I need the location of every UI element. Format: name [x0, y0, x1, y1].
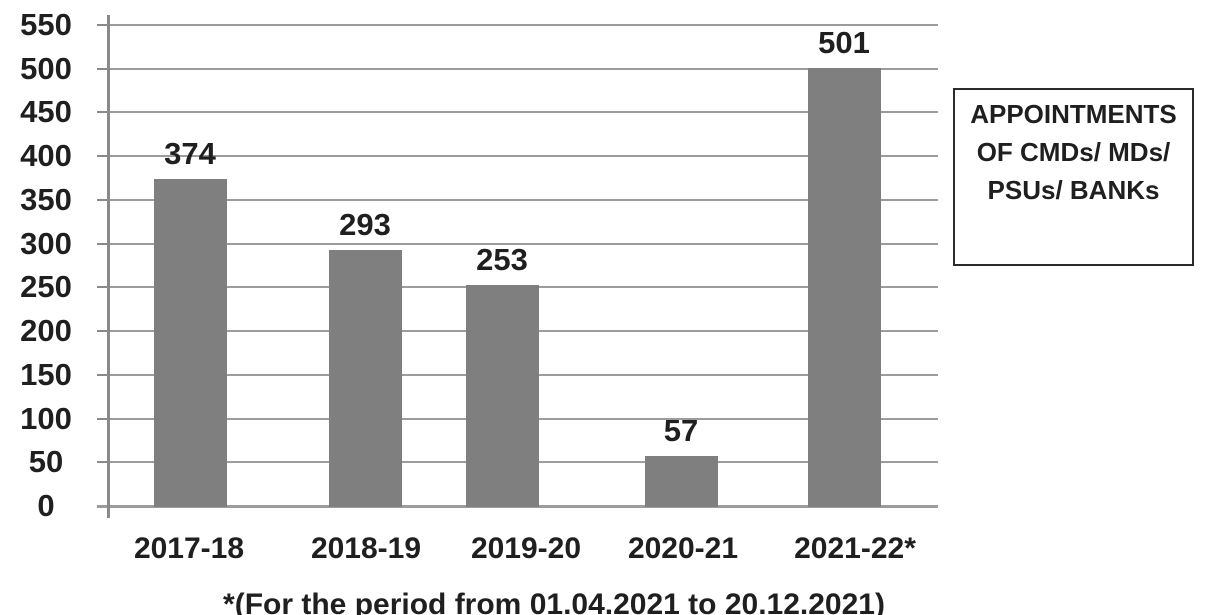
y-axis-label: 0 [37, 488, 55, 523]
y-axis-label: 400 [20, 138, 72, 174]
bar-2020-21 [644, 456, 718, 507]
y-axis-label: 300 [20, 225, 72, 261]
y-axis-tick [97, 286, 110, 289]
y-axis-tick [97, 373, 110, 376]
y-axis-label: 250 [20, 269, 72, 305]
y-axis-tick [97, 461, 110, 464]
y-axis-tick [97, 242, 110, 245]
bar-2018-19 [328, 249, 402, 507]
y-axis-tick [97, 198, 110, 201]
x-axis-label: 2021-22* [794, 532, 916, 565]
y-axis-label: 100 [20, 400, 72, 436]
y-axis-label: 450 [20, 94, 72, 130]
y-axis-tick [97, 155, 110, 158]
y-axis-label: 50 [28, 444, 64, 480]
y-axis-line [107, 15, 110, 507]
bar-value-label: 374 [164, 135, 216, 171]
y-axis-label: 350 [20, 181, 72, 217]
bar-2019-20 [465, 284, 539, 507]
bar-2021-22* [807, 67, 881, 507]
bar-2017-18 [153, 178, 227, 507]
bar-value-label: 253 [476, 241, 528, 277]
y-axis-tick [97, 417, 110, 420]
gridline [109, 198, 938, 201]
y-axis-tick [97, 111, 110, 114]
legend-line: PSUs/ BANKs [987, 175, 1160, 205]
y-axis-label: 550 [20, 7, 72, 42]
bar-value-label: 57 [663, 413, 699, 449]
x-axis-label: 2020-21 [627, 532, 739, 565]
gridline [109, 24, 938, 26]
legend-line: OF CMDs/ MDs/ [976, 137, 1171, 167]
y-axis-tick [97, 67, 110, 70]
gridline [109, 111, 938, 114]
bar-value-label: 293 [339, 206, 391, 242]
bar-value-label: 501 [818, 24, 870, 60]
y-axis-label: 150 [20, 356, 72, 392]
x-axis-label: 2018-19 [310, 532, 422, 565]
x-axis-label: 2019-20 [470, 532, 582, 565]
y-axis-tick [97, 330, 110, 333]
x-axis-label: 2017-18 [133, 532, 245, 565]
legend-box: APPOINTMENTS OF CMDs/ MDs/ PSUs/ BANKs [953, 88, 1194, 266]
y-axis-tick [97, 24, 110, 26]
y-axis-label: 200 [20, 313, 72, 349]
x-axis-tick [107, 507, 110, 518]
y-axis-label: 500 [20, 50, 72, 86]
gridline [109, 67, 938, 70]
legend-line: APPOINTMENTS [970, 99, 1177, 129]
gridline [109, 155, 938, 158]
gridline [109, 242, 938, 245]
chart-footnote: *(For the period from 01.04.2021 to 20.1… [223, 588, 885, 615]
